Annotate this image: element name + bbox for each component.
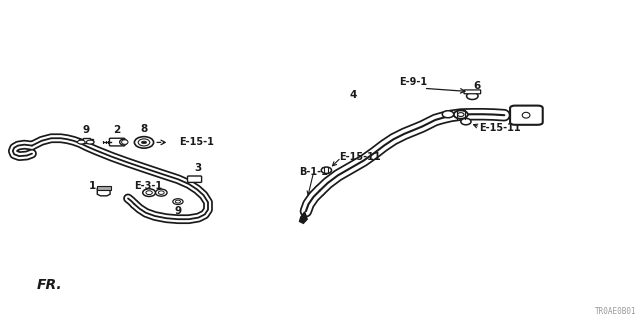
Text: 1: 1 [89, 181, 96, 191]
Circle shape [77, 140, 85, 144]
Text: 8: 8 [140, 124, 148, 134]
Text: 5: 5 [534, 107, 541, 117]
Ellipse shape [454, 110, 468, 119]
Text: FR.: FR. [37, 278, 63, 292]
Text: 6: 6 [474, 81, 481, 91]
Ellipse shape [120, 139, 127, 145]
Ellipse shape [175, 200, 180, 203]
Ellipse shape [461, 118, 471, 125]
Text: 4: 4 [349, 90, 357, 100]
Text: E-15-11: E-15-11 [479, 123, 520, 133]
Ellipse shape [122, 140, 128, 144]
Ellipse shape [522, 112, 530, 118]
Polygon shape [97, 188, 110, 196]
Ellipse shape [458, 113, 464, 116]
Text: E-15-1: E-15-1 [179, 137, 214, 148]
Text: 3: 3 [195, 164, 202, 173]
Ellipse shape [158, 191, 164, 194]
Text: B-1-1: B-1-1 [300, 167, 328, 177]
Ellipse shape [156, 189, 167, 196]
FancyBboxPatch shape [97, 186, 111, 190]
Ellipse shape [143, 189, 156, 196]
Polygon shape [300, 212, 307, 223]
Text: E-9-1: E-9-1 [399, 77, 428, 87]
Circle shape [141, 141, 147, 144]
FancyBboxPatch shape [510, 106, 543, 125]
Ellipse shape [146, 191, 152, 195]
FancyBboxPatch shape [464, 90, 481, 94]
FancyBboxPatch shape [188, 176, 202, 182]
Text: 7: 7 [457, 109, 465, 119]
Circle shape [86, 140, 94, 144]
Text: TR0AE0B01: TR0AE0B01 [595, 307, 637, 316]
Ellipse shape [467, 92, 478, 100]
Text: 9: 9 [83, 125, 90, 135]
Ellipse shape [134, 137, 154, 148]
Text: E-3-1: E-3-1 [134, 181, 163, 191]
Ellipse shape [138, 139, 150, 146]
Text: E-15-11: E-15-11 [339, 152, 381, 163]
Text: 9: 9 [174, 206, 182, 216]
Ellipse shape [321, 167, 332, 173]
Ellipse shape [173, 199, 183, 204]
Polygon shape [79, 138, 93, 143]
Text: 2: 2 [113, 125, 120, 135]
FancyBboxPatch shape [109, 138, 125, 146]
Ellipse shape [442, 111, 454, 118]
